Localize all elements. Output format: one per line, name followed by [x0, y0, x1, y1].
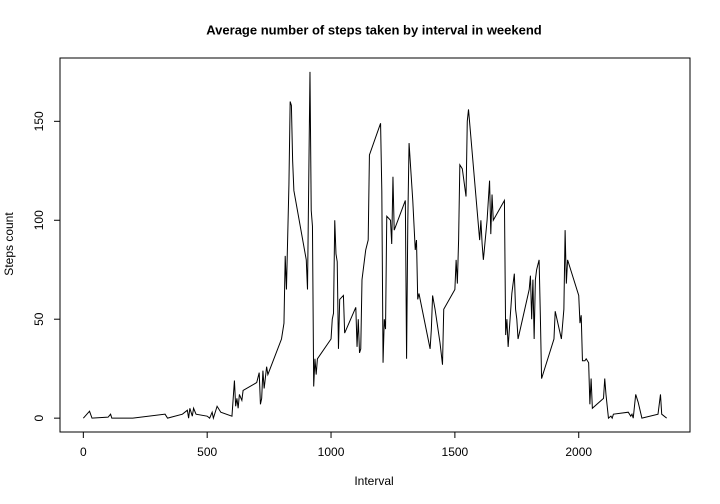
x-tick-label: 500	[197, 445, 217, 459]
chart-title: Average number of steps taken by interva…	[206, 22, 542, 37]
x-tick-label: 1000	[318, 445, 345, 459]
plot-frame	[59, 57, 691, 433]
y-tick-label: 150	[32, 111, 46, 131]
y-tick-label: 0	[32, 414, 46, 421]
y-tick-label: 100	[32, 210, 46, 230]
x-tick-label: 2000	[565, 445, 592, 459]
data-line	[82, 71, 667, 421]
y-axis-label: Steps count	[2, 212, 16, 276]
x-axis-label: Interval	[354, 474, 393, 488]
x-tick-label: 1500	[442, 445, 469, 459]
y-tick-label: 50	[32, 312, 46, 326]
x-tick-label: 0	[80, 445, 87, 459]
